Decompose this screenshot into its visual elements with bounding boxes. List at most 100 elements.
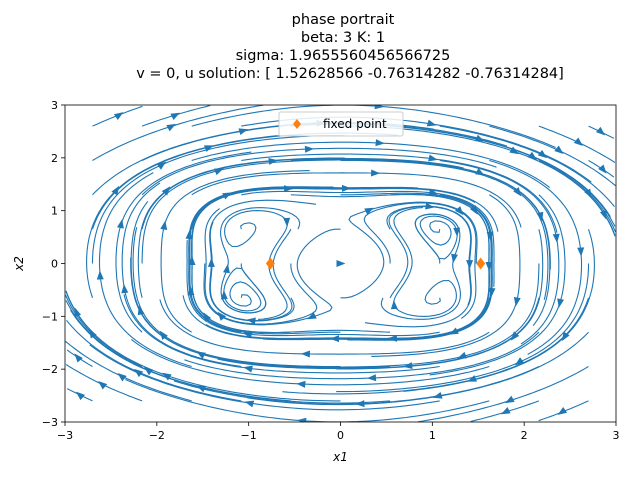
stream-arrow	[96, 270, 104, 280]
stream-arrow	[573, 137, 583, 147]
stream-arrow	[98, 380, 108, 390]
stream-arrow	[364, 207, 374, 215]
x-tick-label: 2	[521, 429, 528, 442]
stream-arrow	[307, 312, 317, 320]
streamline	[224, 210, 288, 320]
x-tick-label: −2	[149, 429, 165, 442]
stream-arrow	[428, 188, 439, 196]
stream-arrow	[160, 220, 168, 231]
chart-title-line-1: phase portrait	[291, 12, 395, 28]
stream-arrow	[501, 407, 511, 415]
stream-arrow	[196, 351, 206, 359]
fixed-point-marker	[476, 257, 486, 270]
stream-arrow	[117, 373, 127, 382]
y-tick-label: 1	[51, 205, 58, 218]
stream-arrow	[121, 284, 129, 294]
streamline	[65, 290, 93, 333]
x-axis-label: x1	[332, 450, 348, 464]
y-tick-label: −3	[42, 416, 58, 429]
streamline	[282, 297, 590, 395]
stream-arrow	[403, 362, 413, 370]
stream-arrow	[133, 368, 144, 378]
stream-arrow	[469, 205, 478, 215]
stream-arrow	[505, 395, 515, 404]
stream-arrow	[300, 350, 311, 358]
stream-arrow	[238, 128, 249, 136]
stream-arrow	[89, 328, 97, 339]
stream-arrow	[584, 188, 592, 199]
stream-arrow	[577, 247, 585, 257]
stream-arrow	[557, 406, 568, 415]
stream-arrow	[374, 105, 384, 110]
legend-label: fixed point	[323, 117, 387, 131]
stream-arrow	[187, 286, 195, 296]
stream-arrow	[598, 164, 607, 174]
streamline	[241, 190, 495, 287]
stream-arrow	[203, 312, 212, 322]
stream-arrow	[207, 257, 215, 267]
streamline	[86, 135, 278, 298]
stream-arrow	[557, 298, 565, 308]
stream-arrow	[355, 400, 365, 408]
streamline	[191, 188, 476, 264]
stream-arrow	[161, 186, 171, 196]
legend-marker-diamond	[293, 119, 301, 129]
stream-arrow	[467, 375, 478, 382]
stream-arrow	[488, 287, 496, 298]
stream-arrow	[485, 261, 493, 271]
streamline	[205, 263, 490, 339]
stream-arrow	[143, 366, 154, 376]
stream-arrow	[74, 307, 82, 318]
y-tick-label: 3	[51, 99, 58, 112]
stream-arrow	[242, 331, 253, 339]
stream-arrow	[509, 146, 519, 155]
stream-arrow	[514, 357, 525, 366]
stream-arrow	[159, 330, 168, 340]
fixed-point-marker	[265, 257, 275, 270]
stream-arrow	[304, 145, 314, 153]
stream-arrow	[387, 334, 397, 342]
stream-arrow	[390, 300, 398, 310]
stream-arrow	[74, 353, 83, 363]
stream-arrow	[166, 123, 176, 132]
stream-arrow	[510, 331, 520, 341]
stream-arrow	[367, 374, 377, 382]
stream-arrow	[561, 331, 570, 342]
streamline	[403, 229, 595, 392]
stream-arrow	[432, 391, 443, 399]
stream-arrow	[162, 372, 172, 381]
stream-arrows	[74, 105, 607, 422]
stream-arrow	[336, 260, 346, 267]
x-tick-label: 0	[337, 429, 344, 442]
stream-arrow	[297, 417, 307, 422]
legend: fixed point	[278, 111, 404, 137]
legend-box	[278, 111, 404, 137]
stream-arrow	[552, 233, 560, 243]
stream-arrow	[296, 380, 306, 388]
stream-arrow	[284, 185, 294, 193]
stream-arrow	[454, 206, 464, 216]
stream-arrow	[217, 311, 227, 321]
y-tick-label: 2	[51, 152, 58, 165]
y-tick-label: −2	[42, 363, 58, 376]
y-axis-label: x2	[12, 256, 26, 272]
stream-arrow	[196, 385, 207, 393]
stream-arrow	[451, 253, 458, 264]
stream-arrow	[475, 168, 485, 176]
stream-arrow	[513, 187, 522, 197]
x-tick-label: 1	[429, 429, 436, 442]
stream-arrow	[599, 209, 607, 220]
stream-arrow	[554, 145, 564, 154]
stream-arrow	[527, 151, 538, 161]
stream-arrow	[223, 263, 230, 274]
streamline	[588, 194, 616, 237]
y-axis-ticks: −3 −2 −1 0 1 2 3	[42, 99, 65, 429]
stream-arrow	[188, 256, 196, 266]
chart-title-line-4: v = 0, u solution: [ 1.52628566 -0.76314…	[136, 66, 564, 82]
stream-arrow	[243, 365, 253, 373]
stream-arrow	[457, 351, 468, 359]
x-tick-label: −3	[57, 429, 73, 442]
stream-arrow	[513, 296, 521, 307]
y-tick-label: 0	[51, 258, 58, 271]
stream-arrow	[426, 119, 437, 127]
